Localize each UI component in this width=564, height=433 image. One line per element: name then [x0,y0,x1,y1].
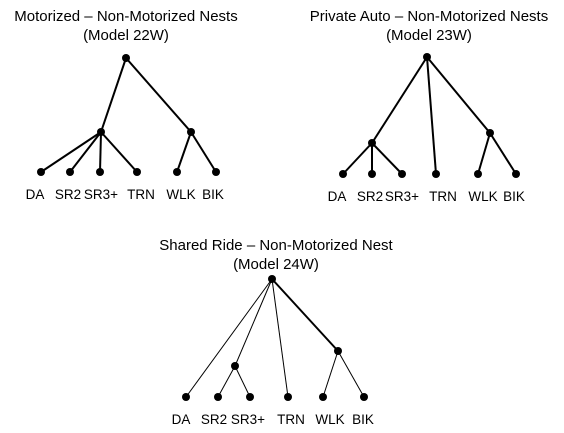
tree-edge-m-l2 [100,132,101,172]
tree-edge-root-n [427,57,490,133]
leaf-node [512,170,520,178]
leaf-label-sr3plus: SR3+ [385,189,419,204]
leaf-label-trn: TRN [127,187,155,202]
leaf-label-bik: BIK [503,189,525,204]
leaf-label-wlk: WLK [166,187,195,202]
leaf-label-trn: TRN [277,412,305,427]
leaf-node [319,393,327,401]
leaf-label-sr2: SR2 [55,187,81,202]
leaf-node [398,170,406,178]
leaf-node [212,168,220,176]
leaf-label-da: DA [26,187,45,202]
tree-subtitle: (Model 23W) [386,27,472,44]
tree-edge-m-l3 [101,132,137,172]
root-node [268,275,276,283]
nest-node [97,128,105,136]
leaf-label-wlk: WLK [468,189,497,204]
leaf-node [360,393,368,401]
leaf-label-da: DA [328,189,347,204]
nest-node [187,128,195,136]
tree-model-24w: Shared Ride – Non-Motorized Nest (Model 2… [159,237,393,427]
tree-edge-root-l0 [186,279,272,397]
leaf-node [284,393,292,401]
tree-edge-n-l5 [338,351,364,397]
leaf-label-bik: BIK [352,412,374,427]
leaf-node [133,168,141,176]
tree-edge-s-l2 [235,366,250,397]
nest-node [368,139,376,147]
tree-edge-root-n [126,58,191,132]
tree-edge-a-l0 [343,143,372,174]
nest-node [486,129,494,137]
leaf-node [339,170,347,178]
leaf-label-sr2: SR2 [201,412,227,427]
tree-edge-m-l0 [41,132,101,172]
tree-subtitle: (Model 24W) [233,256,319,273]
leaf-node [66,168,74,176]
tree-edge-root-l3 [427,57,436,174]
nest-node [334,347,342,355]
leaf-label-sr3plus: SR3+ [231,412,265,427]
tree-edge-m-l1 [70,132,101,172]
tree-edge-n-l4 [177,132,191,172]
nest-node [231,362,239,370]
tree-edge-n-l4 [478,133,490,174]
leaf-label-da: DA [172,412,191,427]
tree-edge-s-l1 [218,366,235,397]
tree-title: Shared Ride – Non-Motorized Nest [159,237,393,254]
tree-edge-n-l5 [490,133,516,174]
tree-edge-root-a [372,57,427,143]
tree-title: Private Auto – Non-Motorized Nests [310,8,548,25]
leaf-node [214,393,222,401]
tree-edge-n-l4 [323,351,338,397]
tree-subtitle: (Model 22W) [83,27,169,44]
tree-model-22w: Motorized – Non-Motorized Nests (Model 22… [14,8,237,202]
leaf-node [368,170,376,178]
leaf-node [246,393,254,401]
leaf-label-sr3plus: SR3+ [84,187,118,202]
leaf-node [432,170,440,178]
tree-edge-root-m [101,58,126,132]
tree-edge-a-l2 [372,143,402,174]
leaf-node [474,170,482,178]
tree-title: Motorized – Non-Motorized Nests [14,8,237,25]
leaf-node [173,168,181,176]
leaf-label-wlk: WLK [315,412,344,427]
leaf-node [96,168,104,176]
leaf-label-sr2: SR2 [357,189,383,204]
tree-model-23w: Private Auto – Non-Motorized Nests (Model… [310,8,548,204]
tree-edge-root-n [272,279,338,351]
root-node [423,53,431,61]
leaf-label-trn: TRN [429,189,457,204]
leaf-node [37,168,45,176]
leaf-node [182,393,190,401]
tree-edge-root-l3 [272,279,288,397]
root-node [122,54,130,62]
leaf-label-bik: BIK [202,187,224,202]
tree-edge-n-l5 [191,132,216,172]
